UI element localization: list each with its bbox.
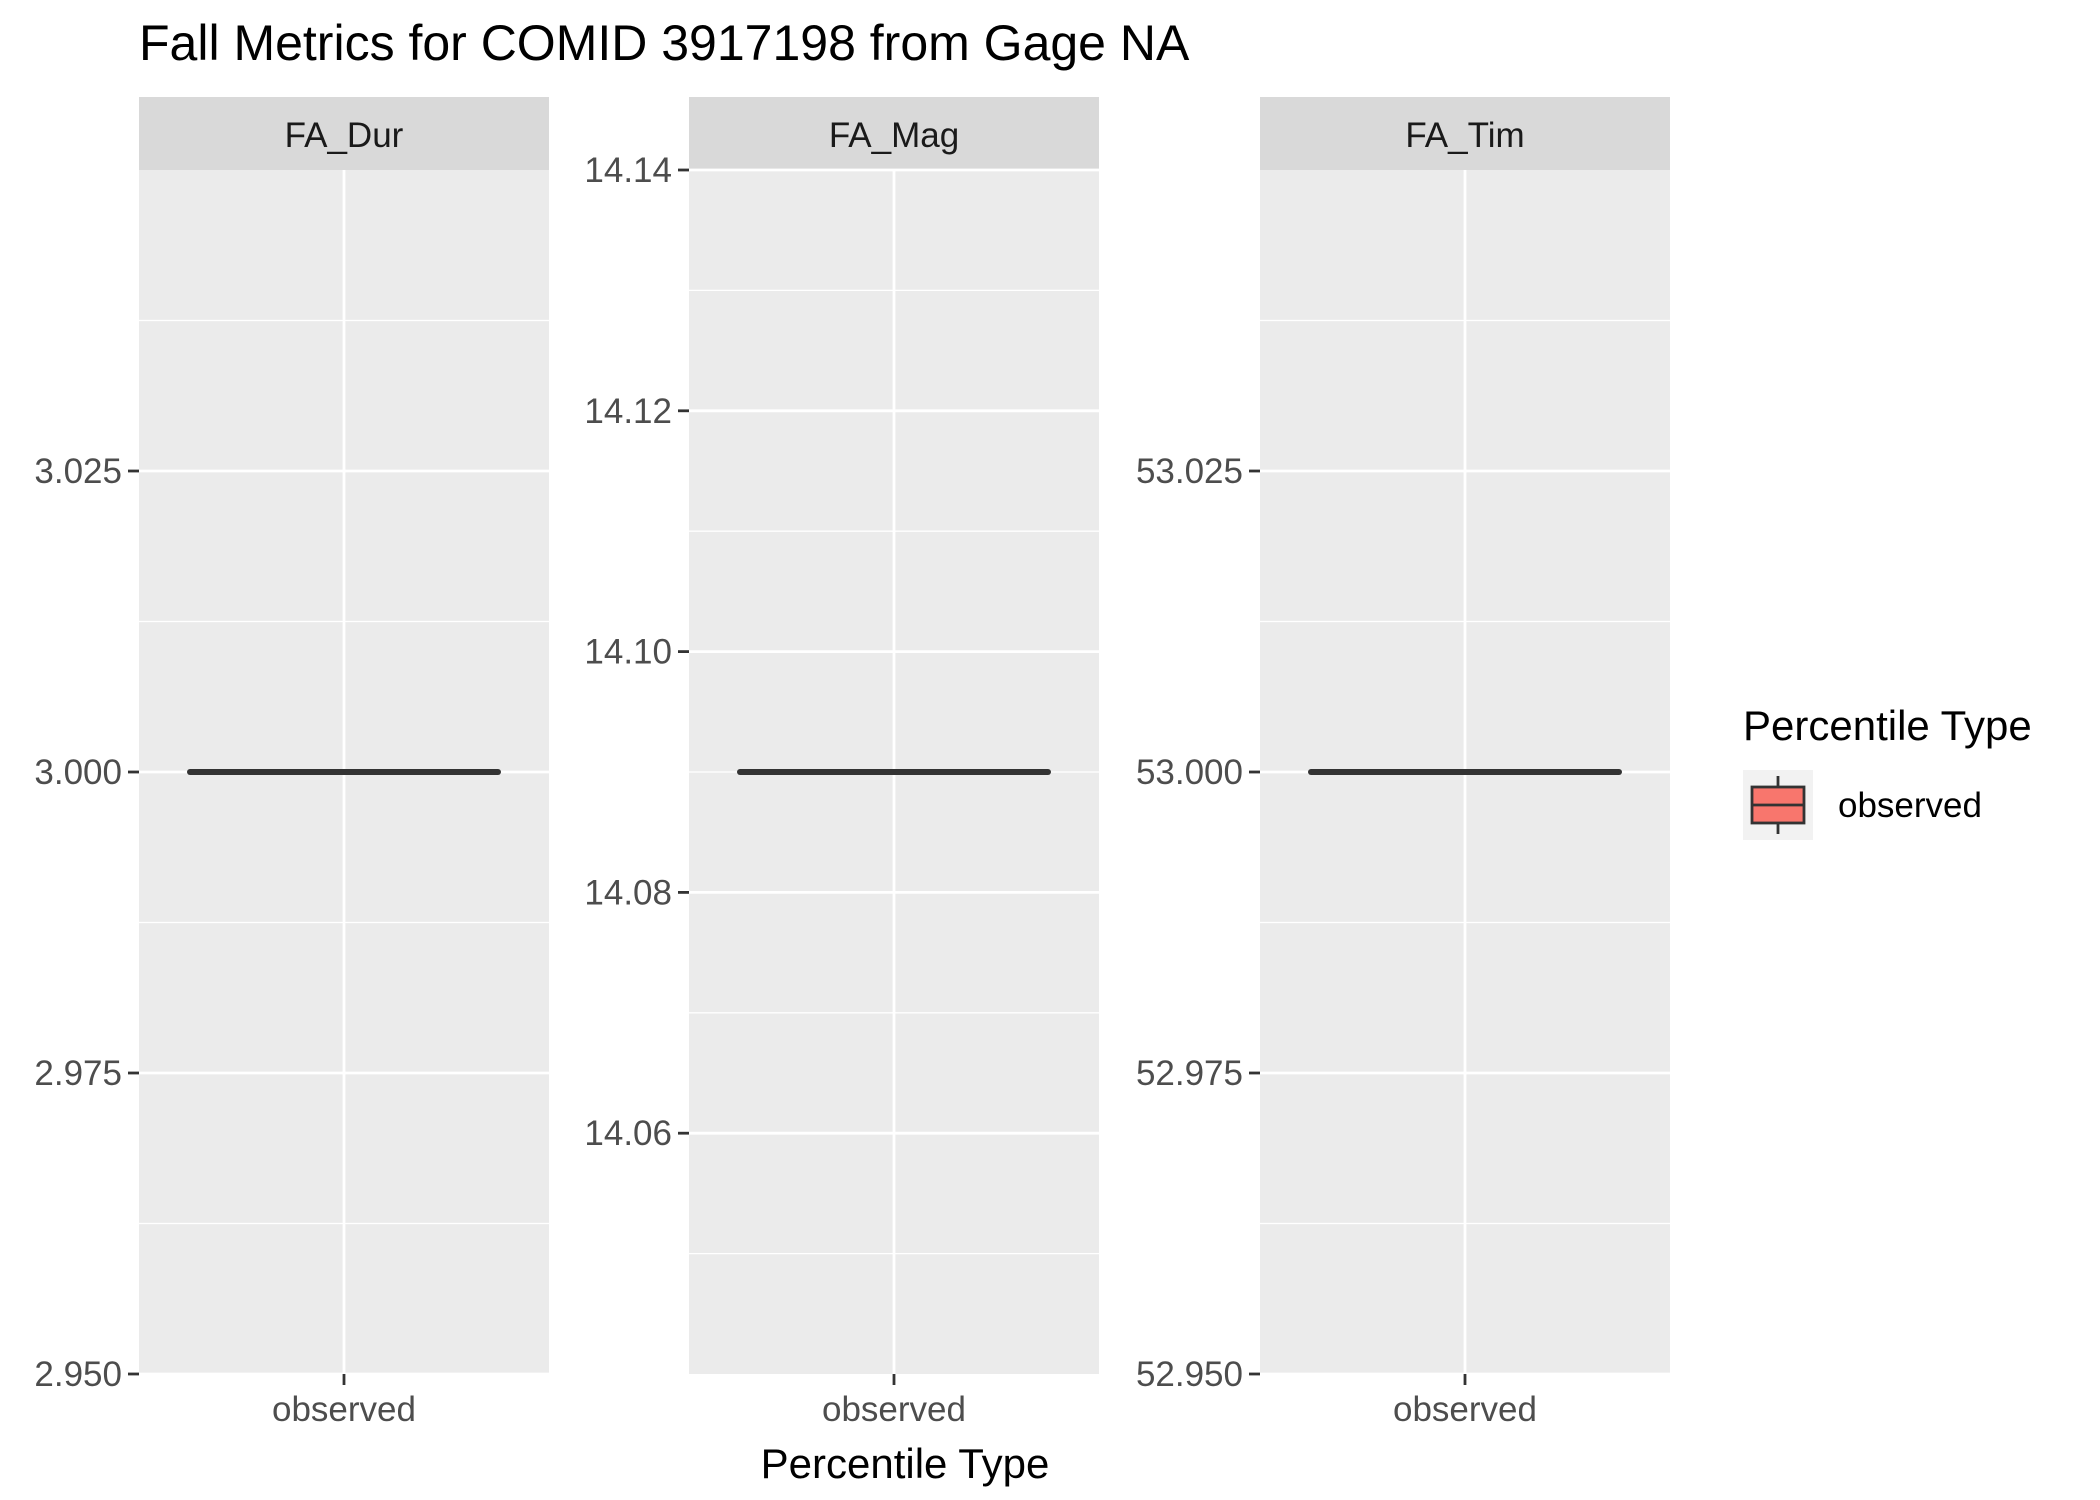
- y-tick-label: 14.14: [584, 151, 672, 190]
- y-tick-label: 14.06: [584, 1114, 672, 1153]
- y-tick-label: 14.12: [584, 392, 672, 431]
- legend-title: Percentile Type: [1743, 702, 2032, 749]
- legend-entries: observed: [1743, 770, 1982, 840]
- legend-label: observed: [1838, 786, 1982, 825]
- legend: Percentile Type observed: [1743, 702, 2032, 840]
- y-tick-label: 3.000: [34, 753, 122, 792]
- y-tick-label: 2.950: [34, 1355, 122, 1394]
- chart-title: Fall Metrics for COMID 3917198 from Gage…: [139, 15, 1190, 71]
- facet-strip: [689, 97, 1099, 170]
- x-axis-title: Percentile Type: [761, 1440, 1050, 1487]
- y-tick-label: 14.08: [584, 873, 672, 912]
- facet-panel-FA_Dur: FA_Dur 2.950 2.975 3.000 3.025 observed: [34, 97, 549, 1429]
- y-tick-label: 2.975: [34, 1054, 122, 1093]
- y-tick-label: 52.950: [1136, 1355, 1243, 1394]
- x-tick-label: observed: [272, 1390, 416, 1429]
- y-tick-label: 53.025: [1136, 452, 1243, 491]
- y-tick-label: 3.025: [34, 452, 122, 491]
- x-tick-label: observed: [822, 1390, 966, 1429]
- y-tick-label: 53.000: [1136, 753, 1243, 792]
- facet-strip: [139, 97, 549, 170]
- facet-panel-FA_Mag: FA_Mag 14.06 14.08 14.10 14.12 14.14 observed: [584, 97, 1099, 1429]
- facet-strip-label: FA_Dur: [285, 116, 404, 155]
- y-tick-label: 14.10: [584, 633, 672, 672]
- facet-panels: FA_Dur2.9502.9753.0003.025observedFA_Mag…: [34, 97, 1670, 1429]
- x-tick-label: observed: [1393, 1390, 1537, 1429]
- facet-strip-label: FA_Mag: [829, 116, 959, 155]
- y-tick-label: 52.975: [1136, 1054, 1243, 1093]
- facet-strip-label: FA_Tim: [1405, 116, 1524, 155]
- facet-panel-FA_Tim: FA_Tim 52.950 52.975 53.000 53.025 observed: [1136, 97, 1670, 1429]
- facet-strip: [1260, 97, 1670, 170]
